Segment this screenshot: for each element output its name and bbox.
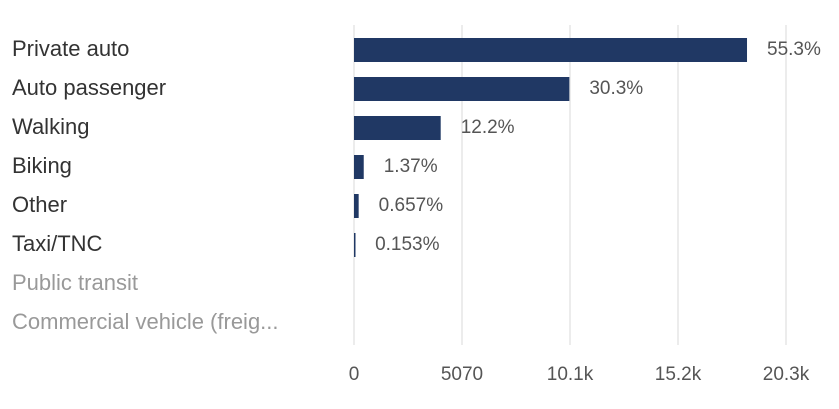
bar [354, 194, 359, 218]
x-tick-label: 0 [349, 364, 360, 385]
bar [354, 116, 441, 140]
category-label: Private auto [12, 36, 129, 61]
category-label: Public transit [12, 270, 138, 295]
value-label: 0.657% [379, 195, 444, 216]
category-label: Other [12, 192, 67, 217]
category-label: Commercial vehicle (freig... [12, 309, 279, 334]
category-label: Auto passenger [12, 75, 166, 100]
bar [354, 233, 356, 257]
category-label: Walking [12, 114, 89, 139]
bar [354, 77, 570, 101]
category-label: Taxi/TNC [12, 231, 103, 256]
x-tick-label: 5070 [441, 364, 483, 385]
bar [354, 38, 748, 62]
category-label: Biking [12, 153, 72, 178]
x-tick-label: 10.1k [547, 364, 594, 385]
value-label: 55.3% [767, 39, 821, 60]
x-tick-label: 20.3k [763, 364, 810, 385]
value-label: 0.153% [375, 234, 440, 255]
x-tick-label: 15.2k [655, 364, 702, 385]
bar [354, 155, 364, 179]
value-label: 30.3% [589, 78, 643, 99]
value-label: 12.2% [461, 117, 515, 138]
value-label: 1.37% [384, 156, 438, 177]
